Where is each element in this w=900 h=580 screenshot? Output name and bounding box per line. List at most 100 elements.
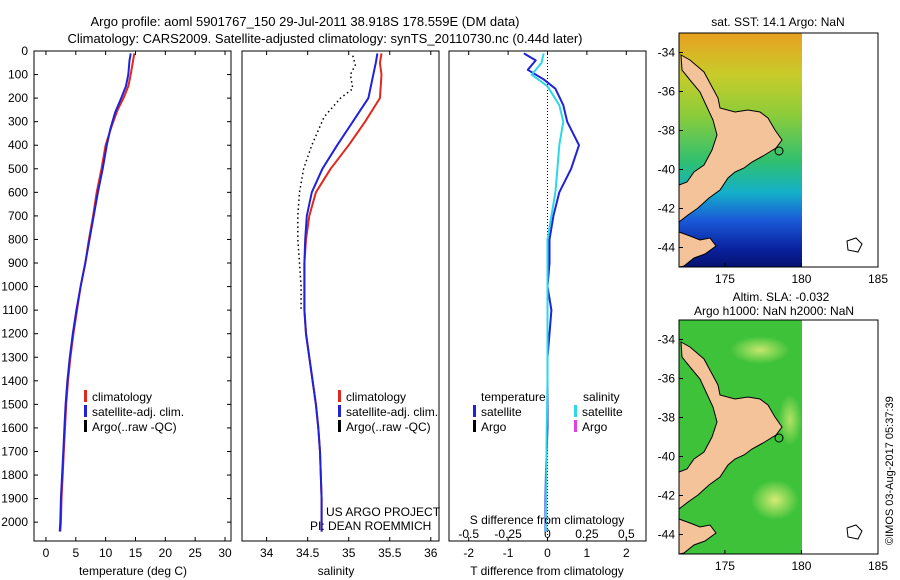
x-tick-label: 34: [260, 546, 274, 560]
x-tick-label: 0: [43, 546, 50, 560]
difference-legend: temperature salinity satellite Argo sate…: [473, 390, 623, 434]
y-tick-label: 1800: [1, 468, 28, 482]
y-tick-label: 500: [8, 162, 28, 176]
sla-land: [678, 341, 783, 511]
argo-position-marker: [774, 433, 784, 443]
y-tick-label: 1900: [1, 492, 28, 506]
x-tick-label: 0: [544, 546, 551, 560]
argo-position-marker: [774, 146, 784, 156]
sla-map-title-line2: Argo h1000: NaN h2000: NaN: [694, 304, 854, 318]
map-y-tick-label: -34: [658, 46, 676, 60]
map-axes: 175 180 185 -34 -36 -38 -40 -42 -44 175 180 185 -34 -…: [658, 46, 889, 574]
legend-title-temperature: temperature: [481, 390, 546, 404]
legend-label-s-argo: Argo: [582, 420, 608, 434]
y-tick-label: 0: [21, 44, 28, 58]
legend-label-climatology: climatology: [346, 390, 406, 404]
sla-blob: [751, 480, 799, 520]
legend-swatch-black: [84, 420, 87, 432]
y-tick-label: 100: [8, 68, 28, 82]
series-line-satellite-adj-clim-: [303, 53, 379, 532]
map-y-tick-label: -38: [658, 124, 676, 138]
y-tick-label: 1600: [1, 421, 28, 435]
y-tick-label: 1700: [1, 444, 28, 458]
map-x-tick-label: 175: [715, 272, 735, 286]
temperature-panel-frame: [33, 50, 232, 542]
y-tick-label: 1000: [1, 280, 28, 294]
sla-map-title-line1: Altim. SLA: -0.032: [733, 290, 830, 304]
legend-label-satellite-adj: satellite-adj. clim.: [346, 405, 438, 419]
map-y-tick-label: -36: [658, 372, 676, 386]
map-y-tick-label: -34: [658, 333, 676, 347]
x-tick-label: 30: [218, 546, 232, 560]
temperature-plot: 0100200300400500600700800900100011001200…: [1, 44, 232, 560]
credit-line2: PI: DEAN ROEMMICH: [310, 519, 431, 533]
y-tick-label: 400: [8, 138, 28, 152]
temperature-xlabel: temperature (deg C): [79, 564, 187, 578]
legend-label-t-satellite: satellite: [481, 405, 522, 419]
sst-island-outline: [846, 237, 863, 253]
salinity-panel-frame: [241, 50, 440, 542]
sst-map-frame: [678, 32, 879, 268]
legend-swatch-blue: [84, 405, 87, 417]
x-tick-label: 1: [584, 546, 591, 560]
legend-label-climatology: climatology: [92, 390, 152, 404]
y-tick-label: 1400: [1, 374, 28, 388]
legend-swatch-black: [473, 420, 476, 432]
legend-swatch-red: [84, 390, 87, 402]
sla-blob: [730, 336, 790, 364]
legend-swatch-magenta: [574, 420, 577, 432]
map-x-tick-label: 185: [868, 272, 888, 286]
y-tick-label: 800: [8, 232, 28, 246]
credit-line1: US ARGO PROJECT: [326, 505, 441, 519]
map-y-tick-label: -42: [658, 202, 676, 216]
series-line-satellite-adj-clim-: [58, 53, 132, 532]
y-tick-label: 600: [8, 185, 28, 199]
x-top-tick-label: 0.5: [618, 527, 635, 541]
sla-map-frame: [678, 319, 879, 555]
legend-title-salinity: salinity: [583, 390, 620, 404]
y-tick-label: 300: [8, 115, 28, 129]
temperature-legend: climatology satellite-adj. clim. Argo(..…: [84, 390, 184, 434]
series-line-argo-raw-qc-: [297, 55, 357, 311]
sla-map: Altim. SLA: -0.032 Argo h1000: NaN h2000…: [678, 290, 879, 555]
sst-map: sat. SST: 14.1 Argo: NaN: [678, 15, 879, 268]
series-line-climatology: [303, 53, 383, 532]
sla-island-outline: [846, 524, 863, 540]
x-top-tick-label: -0.5: [458, 527, 479, 541]
legend-label-t-argo: Argo: [481, 420, 507, 434]
series-line-t-satellite: [523, 52, 580, 532]
legend-label-satellite-adj: satellite-adj. clim.: [92, 405, 184, 419]
map-y-tick-label: -42: [658, 489, 676, 503]
x-top-tick-label: 0.25: [575, 527, 599, 541]
x-tick-label: 20: [159, 546, 173, 560]
legend-swatch-red: [338, 390, 341, 402]
y-tick-label: 2000: [1, 515, 28, 529]
x-tick-label: 15: [129, 546, 143, 560]
map-y-tick-label: -36: [658, 85, 676, 99]
y-tick-label: 700: [8, 209, 28, 223]
difference-xlabel-top: S difference from climatology: [470, 513, 625, 527]
x-tick-label: 25: [189, 546, 203, 560]
map-y-tick-label: -38: [658, 411, 676, 425]
map-y-tick-label: -44: [658, 528, 676, 542]
map-x-tick-label: 180: [791, 559, 811, 573]
x-tick-label: 5: [72, 546, 79, 560]
legend-swatch-blue: [338, 405, 341, 417]
x-tick-label: 36: [424, 546, 438, 560]
y-tick-label: 900: [8, 256, 28, 270]
map-y-tick-label: -44: [658, 241, 676, 255]
sst-map-title: sat. SST: 14.1 Argo: NaN: [711, 15, 844, 29]
legend-swatch-cyan: [574, 405, 577, 417]
legend-label-s-satellite: satellite: [582, 405, 623, 419]
map-y-tick-label: -40: [658, 163, 676, 177]
y-tick-label: 1200: [1, 327, 28, 341]
x-tick-label: 34.5: [296, 546, 320, 560]
figure-title-line1: Argo profile: aoml 5901767_150 29-Jul-20…: [90, 14, 519, 29]
map-x-tick-label: 185: [868, 559, 888, 573]
y-tick-label: 1500: [1, 397, 28, 411]
map-x-tick-label: 180: [791, 272, 811, 286]
x-tick-label: -2: [463, 546, 474, 560]
salinity-legend: climatology satellite-adj. clim. Argo(..…: [338, 390, 438, 434]
sla-blob: [778, 394, 802, 446]
